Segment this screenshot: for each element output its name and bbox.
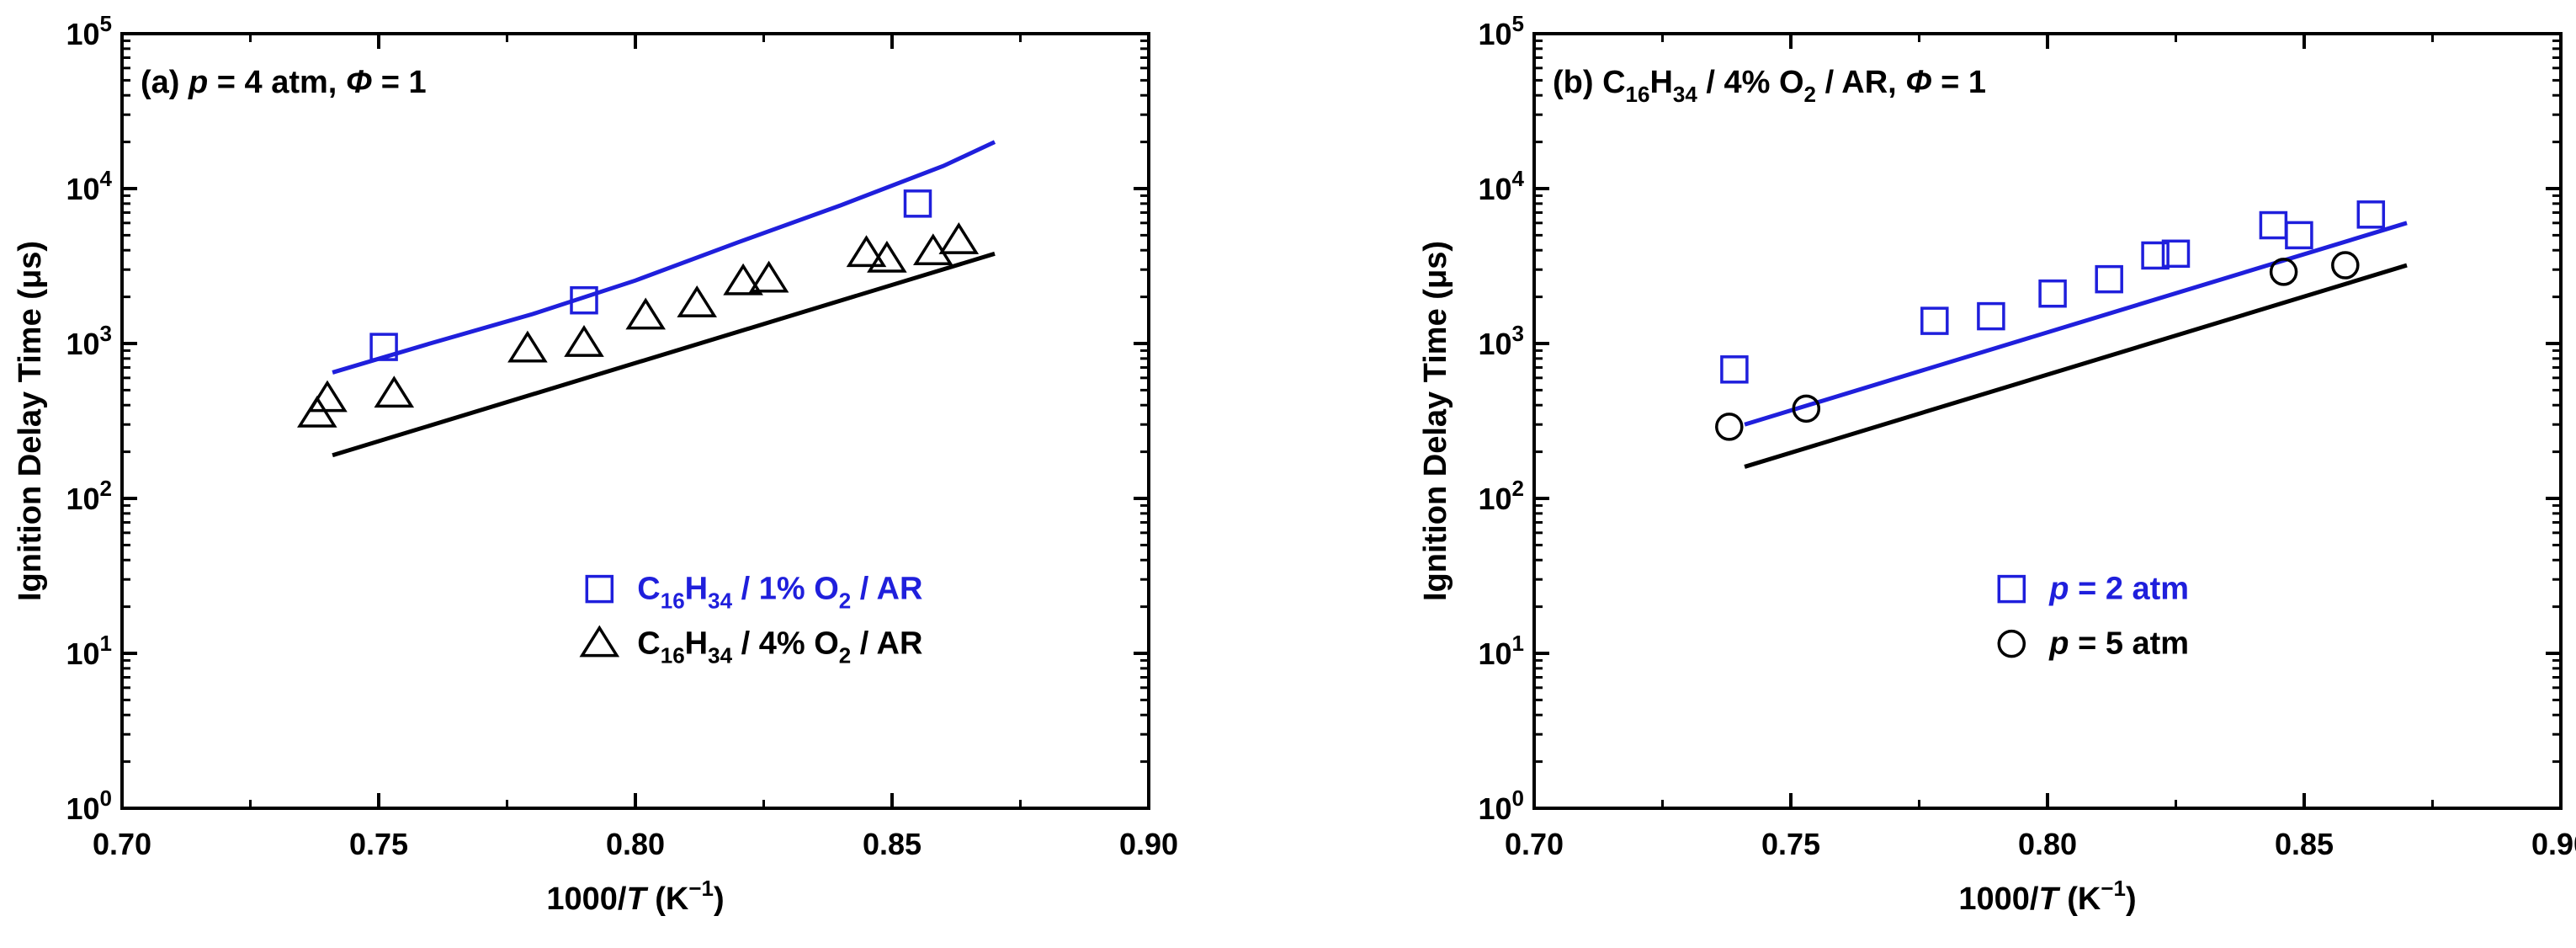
- data-point-square: [2259, 210, 2288, 240]
- data-point-square: [2095, 264, 2123, 294]
- legend-marker: [1997, 629, 2026, 658]
- y-tick-label: 104: [66, 166, 112, 206]
- x-tick-label: 0.90: [1119, 827, 1178, 861]
- data-point-square: [903, 189, 932, 218]
- data-point-triangle: [297, 395, 337, 428]
- data-point-square: [2356, 200, 2386, 229]
- legend-label: C16H34 / 1% O2 / AR: [637, 572, 922, 614]
- data-point-triangle: [846, 235, 887, 268]
- panel-b: 0.70 0.75 0.80 0.85 0.90 100 101 102 103 104 105 10…: [1418, 11, 2576, 917]
- y-tick-label: 105: [66, 11, 112, 51]
- x-axis-label: 1000/T (K−1): [1958, 876, 2136, 917]
- legend-label: C16H34 / 4% O2 / AR: [637, 626, 922, 668]
- y-tick-label: 105: [1478, 11, 1524, 51]
- y-tick-label: 102: [1478, 476, 1524, 516]
- x-axis-label: 1000/T (K−1): [546, 876, 724, 917]
- data-point-square: [2285, 221, 2313, 250]
- panel-a: 0.70 0.75 0.80 0.85 0.90 100 101 102 103 104 105 10…: [13, 11, 1178, 917]
- legend-marker: [579, 625, 620, 658]
- data-point-square: [369, 333, 398, 361]
- legend-label: p = 2 atm: [2048, 572, 2189, 607]
- panel-title: (a) p = 4 atm, Φ = 1: [141, 65, 427, 100]
- x-tick-label: 0.80: [606, 827, 665, 861]
- data-point-circle: [2331, 251, 2360, 280]
- data-point-square: [2161, 239, 2191, 269]
- y-tick-label: 103: [1478, 321, 1524, 361]
- data-point-circle: [1792, 394, 1821, 423]
- data-point-circle: [2269, 258, 2298, 286]
- data-point-square: [1920, 306, 1949, 335]
- model-line: [1744, 263, 2408, 469]
- x-tick-label: 0.75: [1761, 827, 1820, 861]
- model-line: [1744, 221, 2408, 427]
- y-tick-label: 100: [66, 786, 112, 826]
- data-point-triangle: [307, 380, 348, 413]
- data-point-triangle: [723, 263, 763, 296]
- data-point-triangle: [564, 324, 604, 357]
- legend-label: p = 5 atm: [2048, 626, 2189, 662]
- y-tick-label: 102: [66, 476, 112, 516]
- y-tick-label: 103: [66, 321, 112, 361]
- data-point-triangle: [677, 285, 717, 317]
- x-tick-label: 0.90: [2531, 827, 2576, 861]
- y-tick-label: 101: [1478, 631, 1524, 671]
- data-point-triangle: [625, 297, 666, 330]
- y-axis-label: Ignition Delay Time (μs): [1418, 241, 1453, 601]
- x-tick-label: 0.75: [349, 827, 408, 861]
- y-tick-label: 101: [66, 631, 112, 671]
- data-point-triangle: [748, 260, 789, 293]
- y-tick-label: 100: [1478, 786, 1524, 826]
- data-point-square: [2038, 279, 2067, 308]
- x-tick-label: 0.70: [93, 827, 151, 861]
- data-point-circle: [1715, 413, 1744, 441]
- model-line: [332, 251, 996, 458]
- x-tick-label: 0.85: [2275, 827, 2334, 861]
- legend-marker: [585, 574, 614, 604]
- data-point-triangle: [867, 240, 907, 273]
- x-tick-label: 0.70: [1505, 827, 1564, 861]
- plot-frame: [120, 32, 1150, 810]
- data-point-square: [570, 285, 598, 315]
- y-tick-label: 104: [1478, 166, 1524, 206]
- legend-marker: [1997, 574, 2026, 604]
- y-axis-label: Ignition Delay Time (μs): [13, 241, 48, 601]
- data-point-triangle: [507, 330, 548, 363]
- panel-title: (b) C16H34 / 4% O2 / AR, Φ = 1: [1553, 65, 1986, 107]
- data-point-triangle: [938, 222, 980, 254]
- x-tick-label: 0.85: [863, 827, 922, 861]
- data-point-square: [1977, 301, 2005, 331]
- data-point-triangle: [374, 375, 415, 408]
- x-tick-label: 0.80: [2018, 827, 2077, 861]
- model-line: [332, 140, 996, 375]
- data-point-square: [1720, 355, 1749, 384]
- plot-frame: [1532, 32, 2563, 810]
- data-point-triangle: [913, 233, 953, 266]
- data-point-square: [2141, 241, 2170, 270]
